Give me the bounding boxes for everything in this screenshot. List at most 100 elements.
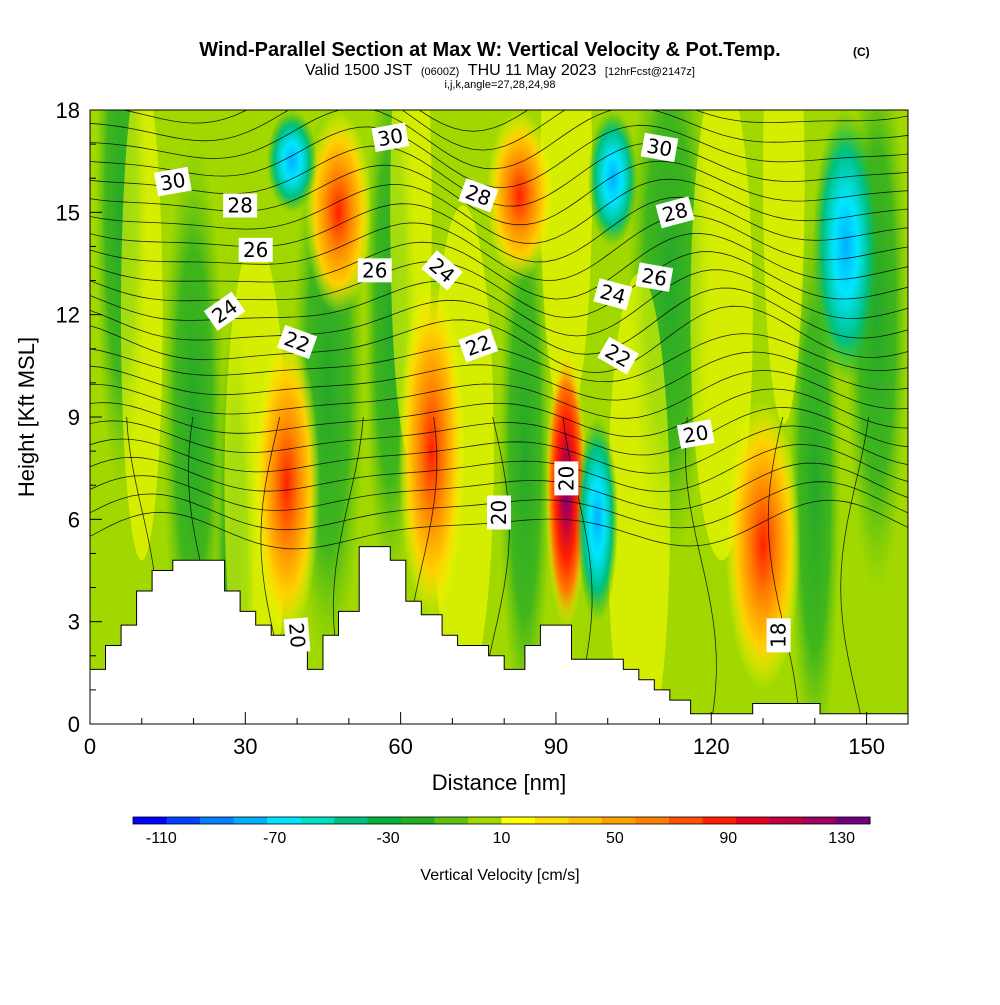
contour-label-text: 20	[487, 500, 511, 525]
theta-contour	[684, 416, 717, 724]
contour-label: 26	[238, 237, 273, 262]
contour-label-box	[597, 336, 639, 375]
contour-label-text: 30	[645, 133, 674, 161]
contour-label-box	[487, 495, 511, 530]
contour-label-box	[635, 262, 674, 292]
y-tick-label: 9	[68, 405, 80, 430]
downdraft-core	[587, 110, 638, 247]
colorbar-swatch	[233, 817, 268, 824]
contour-label-box	[458, 178, 499, 213]
contour-label-box	[283, 617, 311, 654]
contour-label-box	[458, 328, 499, 363]
theta-contour	[90, 196, 908, 263]
grid-indices: i,j,k,angle=27,28,24,98	[444, 79, 555, 91]
contour-label: 18	[766, 618, 791, 653]
colorbar-tick-label: 50	[606, 830, 624, 847]
colorbar: -110 -70 -30 10 50 90 130	[132, 816, 871, 847]
contour-label-box	[421, 250, 463, 291]
colorbar-tick-label: -110	[146, 830, 177, 847]
theta-contour	[90, 110, 908, 151]
x-tick-label: 0	[84, 734, 96, 759]
contour-label: 26	[635, 262, 674, 292]
theta-contour	[90, 388, 908, 438]
theta-contour	[90, 305, 908, 374]
contour-label-box	[357, 258, 392, 283]
x-tick-label: 60	[388, 734, 412, 759]
colorbar-tick-label: 90	[719, 830, 737, 847]
colorbar-swatch	[635, 817, 670, 824]
contour-label-text: 18	[767, 623, 791, 648]
contour-label: 30	[154, 166, 192, 197]
contour-label: 30	[640, 132, 679, 163]
contour-label-box	[277, 324, 318, 360]
theta-contour	[90, 214, 908, 281]
copyright-mark: (C)	[853, 45, 870, 59]
colorbar-swatch	[434, 817, 469, 824]
x-axis-title: Distance [nm]	[432, 770, 567, 795]
colorbar-swatch	[300, 817, 335, 824]
contour-label: 30	[371, 122, 410, 153]
y-axis: 0 3 6 9 12 15 18	[56, 98, 102, 737]
contour-label-text: 20	[554, 466, 578, 491]
colorbar-swatch	[602, 817, 636, 824]
field-downdraft-weak	[162, 140, 225, 694]
colorbar-swatch	[133, 817, 167, 824]
chart-title: Wind-Parallel Section at Max W: Vertical…	[199, 39, 780, 61]
theta-contour	[90, 178, 908, 244]
colorbar-frame	[132, 816, 871, 825]
colorbar-swatch	[669, 817, 703, 824]
valid-utc: (0600Z)	[421, 66, 460, 78]
contour-label-box	[371, 122, 410, 153]
y-tick-label: 18	[56, 98, 80, 123]
y-tick-label: 12	[56, 303, 80, 328]
contour-label-box	[554, 461, 579, 496]
colorbar-swatch	[769, 817, 804, 824]
chart-subtitle: Valid 1500 JST (0600Z) THU 11 May 2023 […	[305, 62, 695, 79]
colorbar-swatch	[501, 817, 536, 824]
theta-contour	[840, 416, 870, 724]
contour-label-box	[593, 278, 633, 311]
contour-label-text: 28	[227, 194, 252, 218]
x-tick-label: 150	[848, 734, 885, 759]
contour-label-text: 26	[362, 258, 387, 282]
contour-label-text: 20	[681, 420, 710, 448]
colorbar-tick-label: -70	[263, 830, 286, 847]
downdraft-core	[266, 110, 317, 213]
theta-contour	[90, 233, 908, 300]
theta-contour	[90, 369, 908, 419]
contour-label-box	[203, 291, 246, 331]
downdraft-core	[812, 110, 880, 383]
contour-label-text: 30	[376, 123, 405, 151]
contour-label-box	[655, 196, 695, 229]
contour-label: 20	[676, 419, 715, 449]
downdraft-core	[576, 416, 619, 622]
terrain-mask	[90, 546, 908, 724]
theta-contour	[90, 287, 908, 355]
contour-label-box	[154, 166, 192, 197]
field-downdraft-weak	[498, 174, 551, 724]
y-tick-label: 3	[68, 610, 80, 635]
theta-contour	[90, 425, 908, 474]
colorbar-tick-label: 130	[828, 830, 855, 847]
contour-label-box	[766, 618, 791, 653]
contour-label-text: 26	[640, 263, 669, 291]
updraft-core	[486, 110, 553, 281]
colorbar-swatch	[836, 817, 871, 824]
contour-label: 20	[487, 495, 511, 530]
x-tick-label: 90	[544, 734, 568, 759]
x-tick-label: 30	[233, 734, 257, 759]
theta-contour	[90, 406, 908, 456]
y-tick-label: 0	[68, 712, 80, 737]
contour-label-text: 30	[158, 168, 187, 196]
contour-label: 20	[554, 461, 579, 496]
contour-label: 28	[223, 193, 258, 218]
contour-label-box	[676, 419, 715, 449]
contour-label-box	[223, 193, 258, 218]
y-tick-label: 6	[68, 507, 80, 532]
colorbar-swatch	[200, 817, 234, 824]
colorbar-swatch	[468, 817, 502, 824]
colorbar-swatch	[736, 817, 770, 824]
colorbar-swatch	[267, 817, 301, 824]
